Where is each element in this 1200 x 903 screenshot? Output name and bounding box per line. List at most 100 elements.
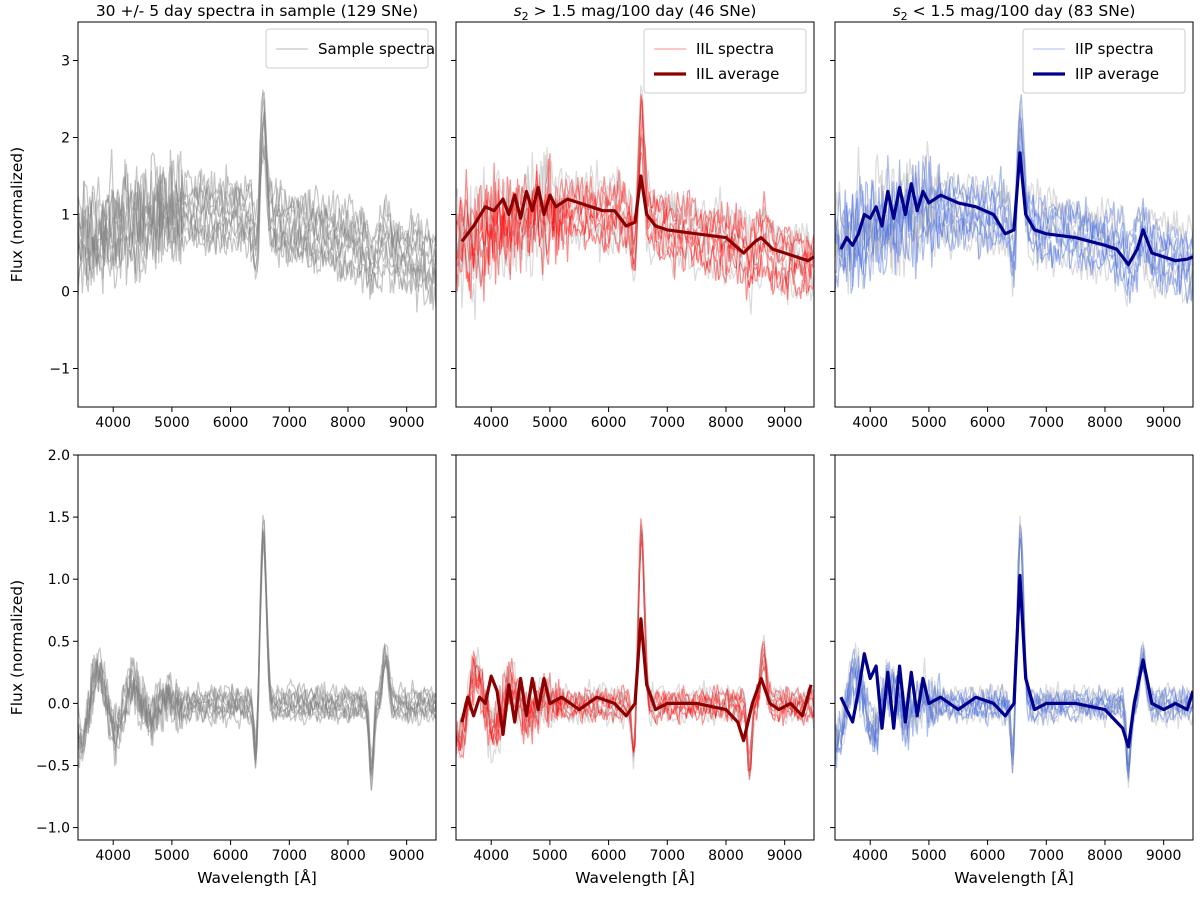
legend-label: IIP average (1075, 65, 1159, 83)
sample-spectrum-line (456, 539, 814, 780)
sample-spectrum-line (78, 120, 436, 285)
x-tick-label: 9000 (389, 848, 425, 864)
x-tick-label: 6000 (213, 848, 249, 864)
sample-spectrum-line (78, 531, 436, 776)
panel-title: 30 +/- 5 day spectra in sample (129 SNe) (96, 2, 418, 20)
y-tick-label: −1 (49, 362, 70, 378)
sample-spectrum-line (456, 518, 814, 756)
y-tick-label: 1.5 (48, 510, 70, 526)
sample-spectrum-line (456, 525, 814, 776)
x-tick-label: 9000 (389, 415, 425, 431)
panel-top-middle: 4000 5000 6000 7000 8000 9000 s2 > 1.5 mag/100… (451, 2, 815, 431)
sample-spectrum-line (456, 114, 814, 283)
sample-spectrum-line (835, 144, 1193, 304)
y-tick-label: 3 (61, 54, 70, 70)
x-axis-label: Wavelength [Å] (575, 868, 695, 887)
sample-spectrum-line (78, 108, 436, 273)
x-tick-label: 7000 (271, 848, 307, 864)
x-tick-label: 5000 (532, 415, 568, 431)
y-tick-label: 2.0 (48, 448, 70, 464)
sample-spectrum-line (835, 515, 1193, 762)
x-tick-label: 8000 (1087, 415, 1123, 431)
panel-bottom-left: 4000 5000 6000 7000 8000 9000 −1.0 −0.5 0.0 0.5 1.… (8, 448, 437, 887)
sample-spectrum-line (78, 519, 436, 758)
x-tick-label: 4000 (852, 848, 888, 864)
sample-spectrum-line (456, 134, 814, 288)
panel-bottom-right: 4000 5000 6000 7000 8000 9000 Wavelength [Å] (830, 454, 1194, 887)
x-tick-label: 6000 (591, 848, 627, 864)
x-tick-label: 4000 (473, 415, 509, 431)
sample-spectrum-line (456, 525, 814, 769)
sample-spectrum-line (456, 532, 814, 780)
sample-spectrum-line (456, 134, 814, 321)
y-axis-label: Flux (normalized) (8, 580, 26, 715)
sample-spectrum-line (78, 536, 436, 780)
legend: Sample spectra (265, 28, 435, 69)
average-line (839, 151, 1193, 267)
sample-spectrum-line (78, 111, 436, 285)
x-tick-label: 9000 (767, 415, 803, 431)
sample-spectrum-line (78, 99, 436, 266)
x-tick-label: 9000 (767, 848, 803, 864)
x-tick-label: 4000 (473, 848, 509, 864)
sample-spectrum-line (78, 91, 436, 265)
x-tick-label: 8000 (708, 415, 744, 431)
legend: IIL spectra IIL average (643, 28, 807, 94)
sample-spectrum-line (835, 153, 1193, 307)
y-axis-label: Flux (normalized) (8, 147, 26, 282)
x-tick-label: 7000 (1028, 415, 1064, 431)
plot-area-bottom-right (835, 515, 1193, 788)
sample-spectrum-line (456, 529, 814, 772)
x-axis-label: Wavelength [Å] (954, 868, 1074, 887)
x-tick-label: 5000 (532, 848, 568, 864)
average-line (460, 617, 813, 743)
sample-spectrum-line (456, 525, 814, 777)
panel-top-left: 4000 5000 6000 7000 8000 9000 −1 0 1 2 3 30 +/- 5 d… (8, 2, 437, 431)
x-tick-label: 5000 (154, 848, 190, 864)
panel-title: s2 < 1.5 mag/100 day (83 SNe) (893, 2, 1136, 23)
x-tick-label: 7000 (649, 848, 685, 864)
sample-spectrum-line (78, 539, 436, 791)
legend-label: IIL spectra (696, 40, 774, 58)
x-tick-label: 8000 (330, 415, 366, 431)
sample-spectrum-line (456, 99, 814, 269)
sample-spectrum-line (78, 135, 436, 306)
sample-spectrum-line (78, 545, 436, 790)
x-tick-label: 6000 (970, 848, 1006, 864)
sample-spectrum-line (78, 147, 436, 304)
x-tick-label: 7000 (1028, 848, 1064, 864)
average-line (460, 174, 814, 263)
x-tick-label: 4000 (95, 415, 131, 431)
x-tick-label: 5000 (911, 848, 947, 864)
sample-spectrum-line (456, 532, 814, 772)
y-tick-label: 2 (61, 131, 70, 147)
y-tick-label: 1.0 (48, 572, 70, 588)
panel-title: s2 > 1.5 mag/100 day (46 SNe) (514, 2, 757, 23)
sample-spectrum-line (78, 89, 436, 255)
sample-spectrum-line (456, 151, 814, 301)
plot-area-top-middle (456, 85, 814, 321)
legend-box (1022, 28, 1186, 94)
legend: IIP spectra IIP average (1022, 28, 1186, 94)
average-line (839, 573, 1193, 749)
x-tick-label: 8000 (708, 848, 744, 864)
y-tick-label: −1.0 (36, 821, 70, 837)
axes-frame (455, 454, 815, 841)
y-tick-label: 0 (61, 285, 70, 301)
sample-spectrum-line (78, 528, 436, 771)
x-tick-label: 4000 (852, 415, 888, 431)
panel-bottom-middle: 4000 5000 6000 7000 8000 9000 Wavelength [Å] (451, 454, 815, 887)
x-tick-label: 4000 (95, 848, 131, 864)
x-tick-label: 7000 (271, 415, 307, 431)
plot-area-bottom-left (78, 514, 436, 791)
axes-frame (77, 454, 437, 841)
panel-top-right: 4000 5000 6000 7000 8000 9000 s2 < 1.5 mag/100… (830, 2, 1194, 431)
sample-spectrum-line (78, 530, 436, 773)
x-tick-label: 6000 (213, 415, 249, 431)
sample-spectrum-line (78, 530, 436, 775)
sample-spectrum-line (456, 538, 814, 773)
sample-spectrum-line (78, 115, 436, 291)
x-tick-label: 6000 (970, 415, 1006, 431)
legend-label: IIL average (696, 65, 779, 83)
